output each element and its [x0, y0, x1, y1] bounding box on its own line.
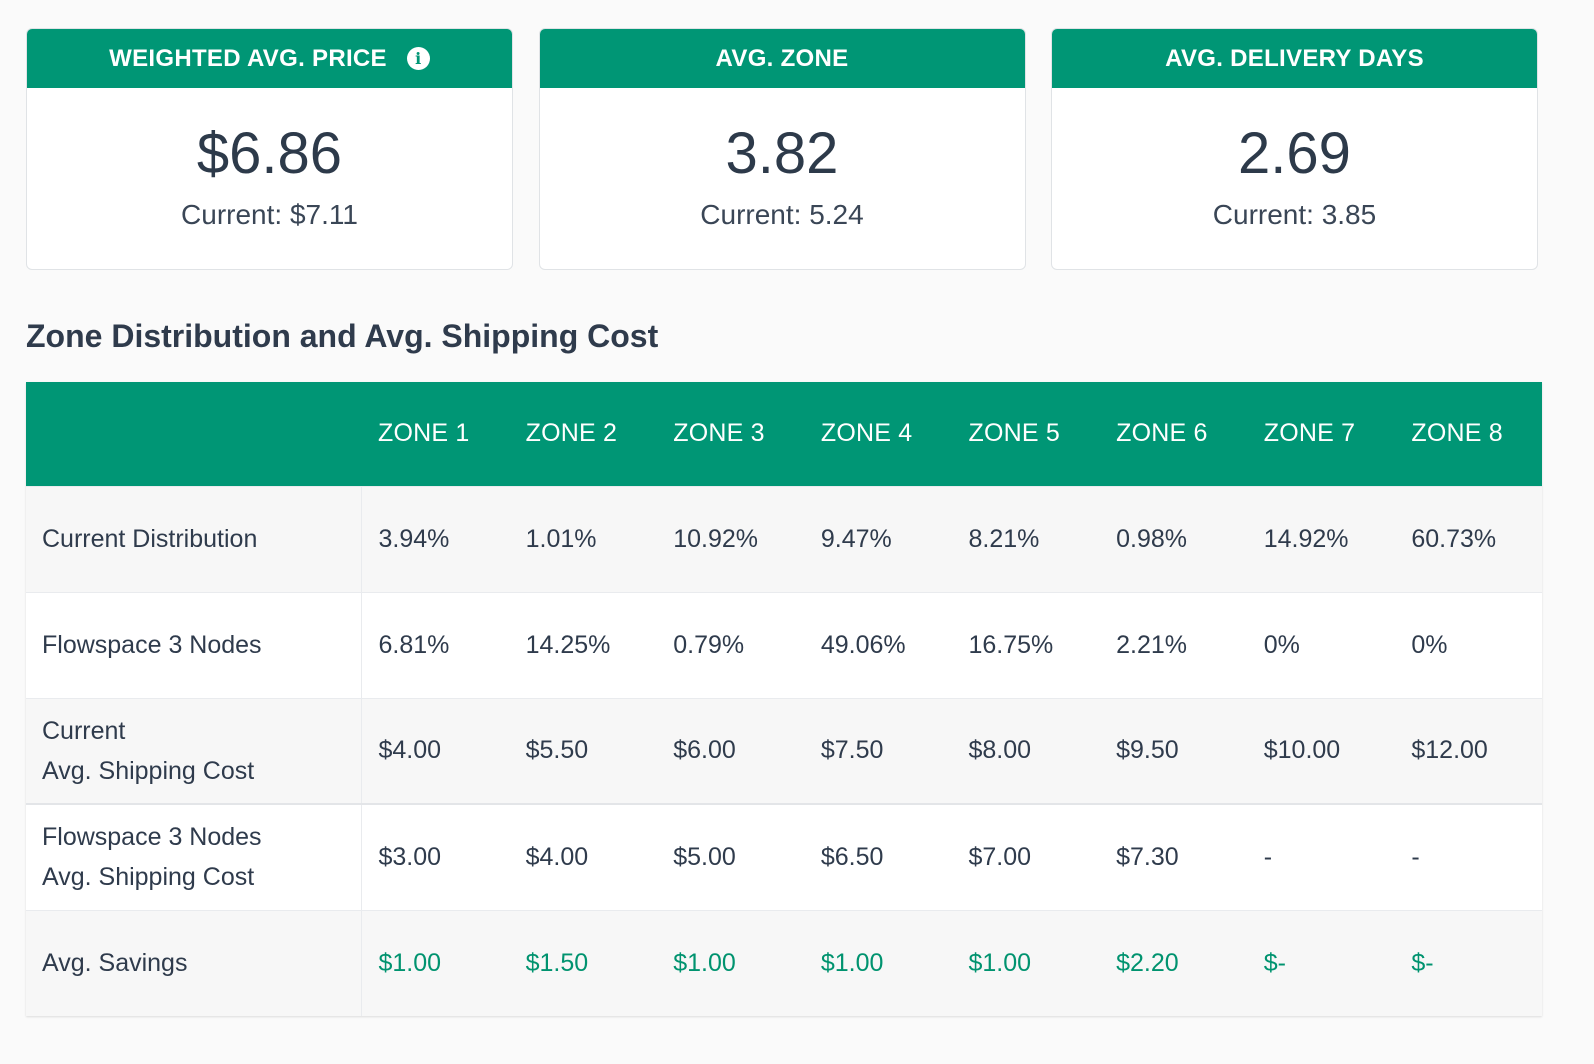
table-row-current-shipping-cost: Current Avg. Shipping Cost $4.00 $5.50 $…	[26, 697, 1542, 804]
table-cell: $5.00	[656, 803, 804, 910]
column-header: ZONE 7	[1263, 419, 1356, 448]
header-empty-cell	[26, 382, 361, 486]
card-value: 2.69	[1238, 121, 1351, 186]
column-header: ZONE 3	[673, 419, 765, 448]
column-header: ZONE 4	[820, 419, 913, 448]
kpi-card-avg-delivery-days: AVG. DELIVERY DAYS 2.69 Current: 3.85	[1051, 28, 1538, 270]
savings-cell: $2.20	[1099, 909, 1247, 1016]
row-label: Flowspace 3 Nodes	[26, 591, 362, 698]
table-cell: $6.50	[803, 803, 952, 910]
column-header: ZONE 8	[1411, 419, 1503, 448]
table-cell: $6.00	[656, 697, 804, 804]
kpi-card-avg-zone: AVG. ZONE 3.82 Current: 5.24	[538, 28, 1026, 270]
table-cell: 14.92%	[1246, 485, 1395, 592]
table-cell: 16.75%	[951, 591, 1100, 698]
zone-table: ZONE 1 ZONE 2 ZONE 3 ZONE 4 ZONE 5 ZONE …	[26, 382, 1542, 1016]
card-value: 3.82	[725, 121, 839, 186]
table-cell: 49.06%	[803, 591, 952, 698]
row-label-line1: Avg. Savings	[42, 949, 188, 978]
card-current-value: Current: $7.11	[181, 199, 358, 230]
table-row-current-distribution: Current Distribution 3.94% 1.01% 10.92% …	[26, 485, 1542, 592]
savings-cell: $1.00	[951, 909, 1100, 1016]
column-header: ZONE 5	[968, 419, 1060, 448]
table-cell: $12.00	[1394, 697, 1542, 804]
row-label-line2: Avg. Shipping Cost	[42, 863, 255, 892]
card-value: $6.86	[196, 121, 343, 186]
zone-distribution-table: ZONE 1 ZONE 2 ZONE 3 ZONE 4 ZONE 5 ZONE …	[26, 382, 1542, 1016]
card-current-value: Current: 5.24	[700, 199, 864, 230]
table-cell: 6.81%	[361, 591, 509, 698]
savings-cell: $-	[1246, 909, 1395, 1016]
row-label-line2: Avg. Shipping Cost	[42, 756, 255, 785]
table-cell: 0%	[1246, 591, 1395, 698]
table-cell: $9.50	[1099, 697, 1247, 804]
table-cell: $3.00	[361, 803, 509, 910]
table-cell: 0.79%	[656, 591, 804, 698]
table-cell: 0%	[1394, 591, 1542, 698]
row-label-line1: Flowspace 3 Nodes	[42, 631, 262, 659]
card-header: WEIGHTED AVG. PRICE i	[27, 29, 512, 88]
table-cell: 3.94%	[361, 485, 509, 592]
table-cell: $7.30	[1099, 803, 1247, 910]
kpi-card-weighted-avg-price: WEIGHTED AVG. PRICE i $6.86 Current: $7.…	[26, 28, 513, 270]
column-header: ZONE 6	[1116, 419, 1208, 448]
savings-cell: $1.00	[803, 909, 952, 1016]
table-header-row: ZONE 1 ZONE 2 ZONE 3 ZONE 4 ZONE 5 ZONE …	[26, 382, 1542, 486]
table-cell: 10.92%	[656, 485, 804, 592]
savings-cell: $1.00	[656, 909, 804, 1016]
section-title: Zone Distribution and Avg. Shipping Cost	[26, 318, 659, 354]
table-cell: $7.50	[803, 697, 952, 804]
table-cell: 2.21%	[1099, 591, 1247, 698]
table-cell: $10.00	[1246, 697, 1395, 804]
table-cell: $5.50	[508, 697, 657, 804]
card-current-value: Current: 3.85	[1212, 199, 1377, 230]
table-cell: $8.00	[951, 697, 1100, 804]
table-row-flowspace-shipping-cost: Flowspace 3 Nodes Avg. Shipping Cost $3.…	[26, 803, 1542, 910]
table-cell: 0.98%	[1099, 485, 1247, 592]
card-title: AVG. ZONE	[715, 44, 849, 72]
row-label-line1: Flowspace 3 Nodes	[42, 823, 262, 852]
table-cell: $4.00	[508, 803, 657, 910]
table-cell: 8.21%	[951, 485, 1100, 592]
table-cell: $4.00	[361, 697, 509, 804]
row-label-line1: Current Distribution	[42, 525, 258, 553]
table-row-flowspace-distribution: Flowspace 3 Nodes 6.81% 14.25% 0.79% 49.…	[26, 591, 1542, 698]
column-header: ZONE 2	[525, 419, 618, 448]
savings-cell: $-	[1394, 909, 1542, 1016]
row-label: Avg. Savings	[26, 909, 362, 1016]
table-cell: $7.00	[951, 803, 1100, 910]
table-cell: 1.01%	[508, 485, 657, 592]
table-row-avg-savings: Avg. Savings $1.00 $1.50 $1.00 $1.00 $1.…	[26, 909, 1542, 1016]
row-label-line1: Current	[42, 716, 126, 745]
table-cell: 9.47%	[803, 485, 952, 592]
card-header: AVG. ZONE	[539, 29, 1025, 88]
card-title: AVG. DELIVERY DAYS	[1165, 44, 1424, 72]
column-header: ZONE 1	[378, 419, 470, 448]
card-title: WEIGHTED AVG. PRICE	[109, 44, 387, 72]
info-icon[interactable]: i	[406, 47, 430, 70]
table-cell: -	[1246, 803, 1395, 910]
row-label: Current Distribution	[26, 485, 362, 592]
card-header: AVG. DELIVERY DAYS	[1052, 29, 1537, 88]
table-cell: 14.25%	[508, 591, 657, 698]
table-cell: 60.73%	[1394, 485, 1542, 592]
savings-cell: $1.50	[508, 909, 657, 1016]
kpi-cards: WEIGHTED AVG. PRICE i $6.86 Current: $7.…	[26, 28, 1538, 270]
row-label: Current Avg. Shipping Cost	[26, 697, 362, 804]
table-cell: -	[1394, 803, 1542, 910]
row-label: Flowspace 3 Nodes Avg. Shipping Cost	[26, 803, 362, 910]
savings-cell: $1.00	[361, 909, 509, 1016]
